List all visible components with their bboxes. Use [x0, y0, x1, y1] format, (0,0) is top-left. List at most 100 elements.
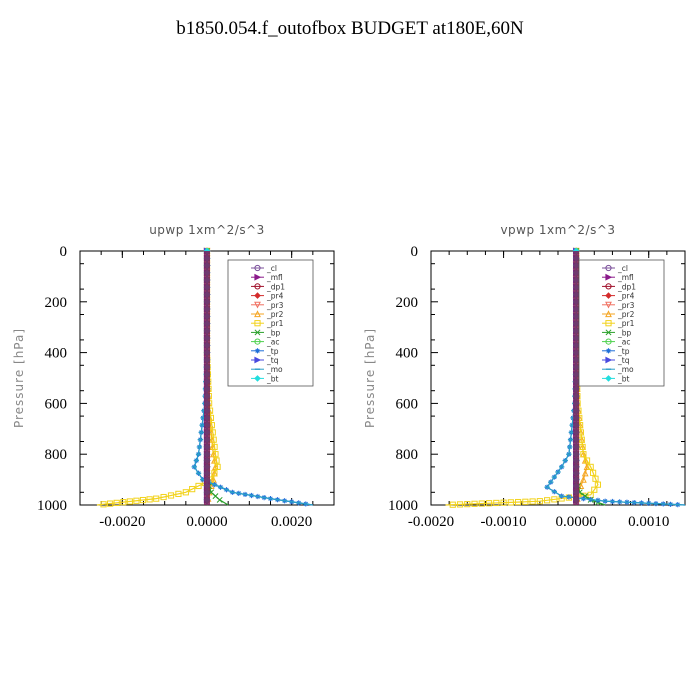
legend-label: _tp	[266, 347, 279, 356]
legend-marker	[254, 329, 261, 336]
legend-label: _cl	[617, 264, 628, 273]
legend-label: _tp	[617, 347, 630, 356]
legend-marker	[254, 348, 261, 354]
series-point-pr1	[139, 496, 147, 504]
series-point-pr1	[213, 457, 220, 464]
series-point-pr1	[126, 498, 133, 505]
series-point-pr1	[113, 499, 120, 506]
legend-marker	[254, 264, 261, 272]
legend-box	[578, 259, 665, 387]
legend-marker	[254, 273, 262, 281]
legend-marker	[605, 264, 612, 272]
x-tick-label: -0.0010	[480, 514, 526, 530]
page-title: b1850.054.f_outofbox BUDGET at180E,60N	[176, 18, 524, 39]
series-point-bp	[216, 496, 223, 503]
series-point-pr1	[507, 499, 514, 506]
legend-marker	[254, 320, 261, 327]
legend-label: _pr3	[617, 301, 635, 310]
x-tick-label: 0.0000	[186, 514, 227, 530]
legend-marker	[254, 375, 261, 382]
legend-label: _tq	[617, 356, 630, 365]
legend-label: _mfl	[266, 273, 283, 282]
y-tick-label: 1000	[388, 498, 418, 514]
legend-label: _mfl	[617, 273, 634, 282]
legend-marker	[605, 283, 612, 290]
legend-label: _bt	[617, 374, 630, 383]
legend-marker	[605, 338, 612, 345]
zero-profile-band	[204, 251, 210, 505]
legend-label: _ac	[617, 338, 630, 347]
series-point-pr1	[182, 489, 189, 496]
legend-marker	[254, 356, 262, 364]
legend-label: _pr1	[266, 319, 284, 328]
series-point-pr1	[153, 495, 160, 502]
series-point-pr1	[485, 500, 493, 507]
legend-label: _bp	[617, 328, 632, 337]
series-point-pr1	[536, 498, 543, 505]
y-tick-label: 600	[45, 396, 68, 412]
series-point-pr1	[464, 501, 471, 508]
series-point-pr1	[107, 500, 114, 507]
x-tick-label: 0.0000	[556, 514, 597, 530]
series-point-pr2	[581, 469, 589, 477]
legend-marker	[254, 292, 261, 299]
legend-marker	[605, 348, 612, 354]
y-tick-label: 200	[45, 295, 68, 311]
series-point-pr1	[594, 481, 602, 488]
legend: _cl_mfl_dp1_pr4_pr3_pr2_pr1_bp_ac_tp_tq_…	[227, 259, 314, 387]
y-tick-label: 800	[396, 447, 419, 463]
legend-label: _pr1	[617, 319, 635, 328]
series-point-pr1	[529, 498, 536, 505]
legend-marker	[605, 329, 612, 336]
series-line-pr1	[96, 251, 219, 506]
y-tick-label: 0	[60, 244, 68, 260]
x-tick-label: -0.0020	[408, 514, 454, 530]
legend-label: _mo	[617, 365, 634, 374]
series-point-pr1	[146, 496, 153, 503]
y-tick-label: 400	[45, 346, 68, 362]
legend-label: _pr4	[266, 292, 284, 301]
x-tick-label: 0.0020	[271, 514, 312, 530]
series-point-pr1	[544, 497, 551, 504]
legend-marker	[254, 301, 261, 309]
chart-1: upwp 1xm^2/s^3 Pressure [hPa] 0 200 400 600 80…	[12, 223, 335, 530]
series-point-pr2	[579, 475, 587, 483]
y-tick-label: 200	[396, 295, 419, 311]
y-tick-label: 800	[45, 447, 68, 463]
series-point-pr1	[551, 496, 558, 503]
legend-label: _dp1	[266, 282, 285, 291]
series-point-pr1	[583, 457, 591, 464]
series-point-pr1	[211, 470, 218, 477]
x-tick-label: -0.0020	[99, 514, 145, 530]
series-point-pr1	[500, 499, 507, 506]
series-point-pr1	[133, 497, 140, 504]
series-point-pr1	[212, 451, 219, 458]
series-point-pr1	[587, 463, 594, 470]
series-point-pr1	[580, 451, 587, 458]
y-axis-label: Pressure [hPa]	[12, 328, 26, 428]
series-point-pr1	[449, 501, 456, 508]
legend-label: _mo	[266, 365, 283, 374]
legend-label: _tq	[266, 356, 279, 365]
legend-label: _bt	[266, 374, 279, 383]
legend-marker	[254, 338, 261, 345]
chart-title: upwp 1xm^2/s^3	[149, 223, 265, 237]
chart-2: vpwp 1xm^2/s^3 Pressure [hPa] 0 200 400 600 80…	[363, 223, 686, 530]
y-tick-label: 1000	[37, 498, 67, 514]
legend-marker	[605, 356, 613, 364]
series-point-pr1	[591, 486, 598, 493]
series-point-pr1	[189, 486, 196, 493]
legend-label: _ac	[266, 338, 279, 347]
series-point-pr1	[167, 492, 175, 499]
legend-marker	[605, 273, 613, 281]
series-point-pr1	[211, 443, 218, 451]
legend-label: _cl	[266, 264, 277, 273]
series-point-pr1	[522, 498, 529, 505]
series-point-pr1	[471, 500, 478, 507]
series-point-pr1	[589, 469, 597, 476]
legend-marker	[605, 320, 612, 327]
series-point-pr1	[175, 490, 182, 497]
legend-marker	[605, 301, 612, 309]
legend-label: _pr2	[266, 310, 284, 319]
series-point-pr1	[160, 493, 167, 501]
